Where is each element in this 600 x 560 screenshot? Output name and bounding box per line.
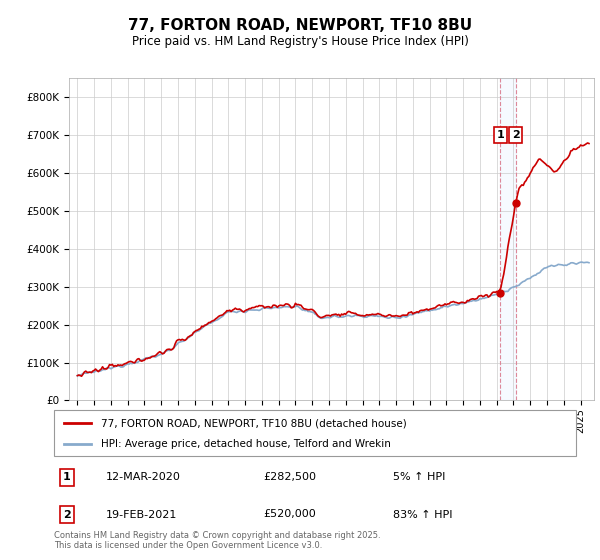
- Text: £520,000: £520,000: [263, 510, 316, 520]
- Text: 1: 1: [63, 473, 71, 482]
- Text: 12-MAR-2020: 12-MAR-2020: [106, 473, 181, 482]
- Bar: [500, 78, 515, 400]
- Text: 5% ↑ HPI: 5% ↑ HPI: [394, 473, 446, 482]
- Text: 83% ↑ HPI: 83% ↑ HPI: [394, 510, 453, 520]
- Text: 19-FEB-2021: 19-FEB-2021: [106, 510, 178, 520]
- Text: 2: 2: [512, 130, 520, 140]
- Text: HPI: Average price, detached house, Telford and Wrekin: HPI: Average price, detached house, Telf…: [101, 438, 391, 449]
- Text: £282,500: £282,500: [263, 473, 316, 482]
- FancyBboxPatch shape: [54, 410, 576, 456]
- Text: Price paid vs. HM Land Registry's House Price Index (HPI): Price paid vs. HM Land Registry's House …: [131, 35, 469, 48]
- Text: Contains HM Land Registry data © Crown copyright and database right 2025.
This d: Contains HM Land Registry data © Crown c…: [54, 530, 380, 550]
- Text: 2: 2: [63, 510, 71, 520]
- Text: 1: 1: [496, 130, 504, 140]
- Text: 77, FORTON ROAD, NEWPORT, TF10 8BU: 77, FORTON ROAD, NEWPORT, TF10 8BU: [128, 18, 472, 32]
- Text: 77, FORTON ROAD, NEWPORT, TF10 8BU (detached house): 77, FORTON ROAD, NEWPORT, TF10 8BU (deta…: [101, 418, 407, 428]
